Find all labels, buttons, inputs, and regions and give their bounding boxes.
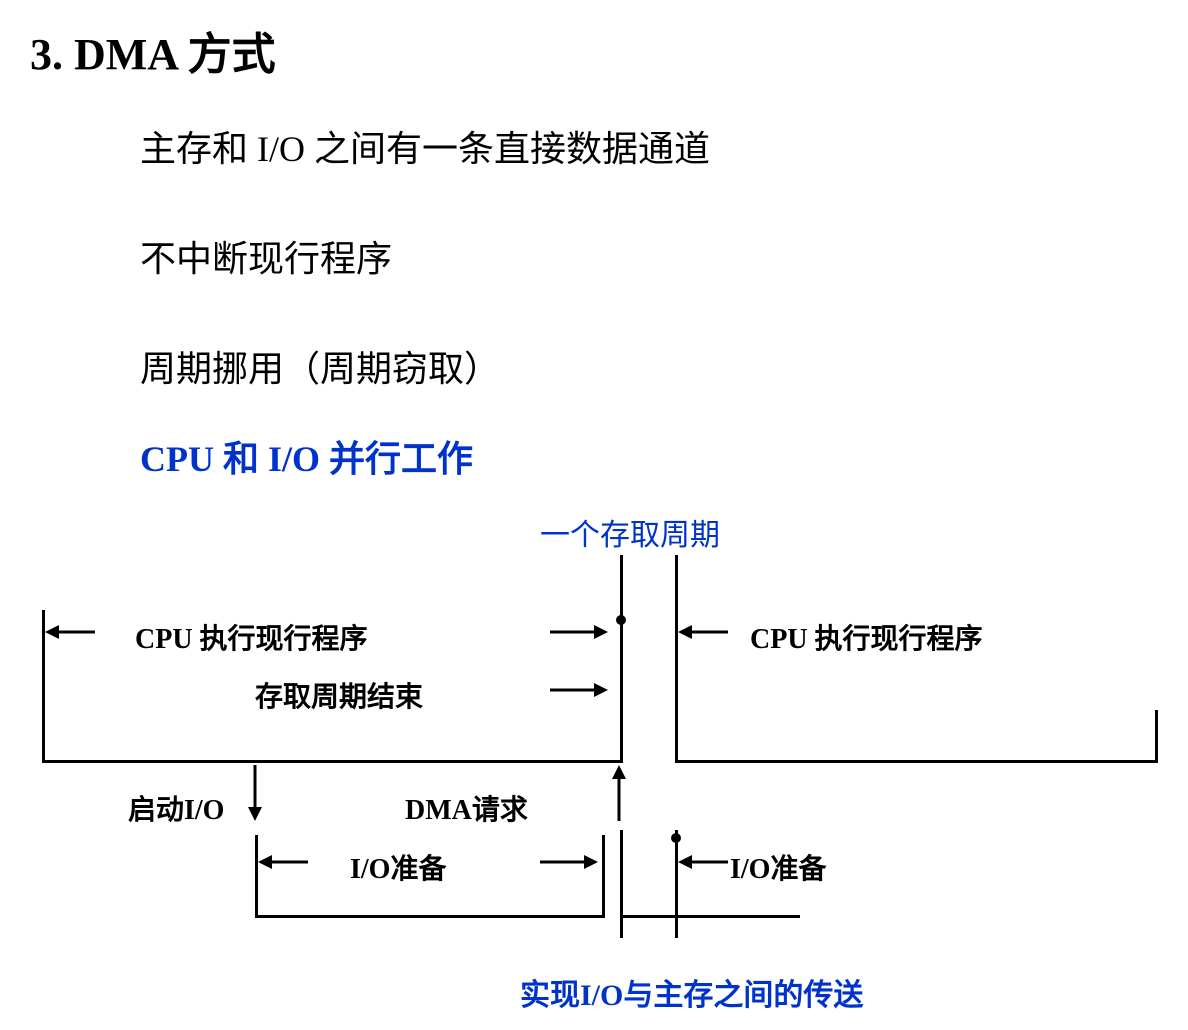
io-left-baseline	[255, 915, 605, 918]
gap-right-line	[675, 555, 678, 763]
cpu-right-baseline	[675, 760, 1158, 763]
io-gap-dot-icon	[671, 833, 681, 843]
slide-heading: 3. DMA 方式	[30, 18, 276, 82]
io-left-start-arrow-icon	[258, 850, 308, 874]
cycle-label: 一个存取周期	[540, 510, 720, 554]
bullet-3: 周期挪用（周期窃取）	[140, 340, 500, 392]
start-io-down-arrow-icon	[242, 765, 268, 821]
io-left-tick	[255, 835, 258, 918]
io-prep-left-label: I/O准备	[350, 847, 446, 887]
bullet-2: 不中断现行程序	[140, 230, 392, 282]
cpu-right-start-arrow-icon	[678, 620, 728, 644]
cpu-sublabel-arrow-icon	[550, 678, 608, 702]
io-right-start-arrow-icon	[678, 850, 728, 874]
cpu-left-arrow-icon	[45, 620, 95, 644]
bullet-1: 主存和 I/O 之间有一条直接数据通道	[140, 120, 710, 172]
start-io-label: 启动I/O	[128, 788, 224, 828]
io-left-end-tick	[602, 835, 605, 918]
dma-timeline-diagram: CPU 执行现行程序 存取周期结束 CPU 执行现行程序 启动I/O DMA请求…	[30, 555, 1160, 985]
cpu-left-end-arrow-icon	[550, 620, 608, 644]
io-gap-baseline	[620, 915, 678, 918]
cpu-left-baseline	[42, 760, 620, 763]
io-right-baseline	[675, 915, 800, 918]
dma-up-arrow-icon	[606, 765, 632, 821]
cpu-right-tick	[1155, 710, 1158, 763]
cpu-left-label: CPU 执行现行程序	[135, 617, 368, 657]
gap-dot-icon	[616, 615, 626, 625]
io-gap-right-line	[675, 830, 678, 938]
dma-request-label: DMA请求	[405, 788, 528, 828]
cpu-right-label: CPU 执行现行程序	[750, 617, 983, 657]
io-left-end-arrow-icon	[540, 850, 598, 874]
cpu-left-sublabel: 存取周期结束	[255, 675, 423, 715]
footer-note: 实现I/O与主存之间的传送	[520, 970, 863, 1014]
io-prep-right-label: I/O准备	[730, 847, 826, 887]
io-gap-left-line	[620, 830, 623, 938]
bullet-4: CPU 和 I/O 并行工作	[140, 430, 473, 482]
gap-left-line	[620, 555, 623, 763]
